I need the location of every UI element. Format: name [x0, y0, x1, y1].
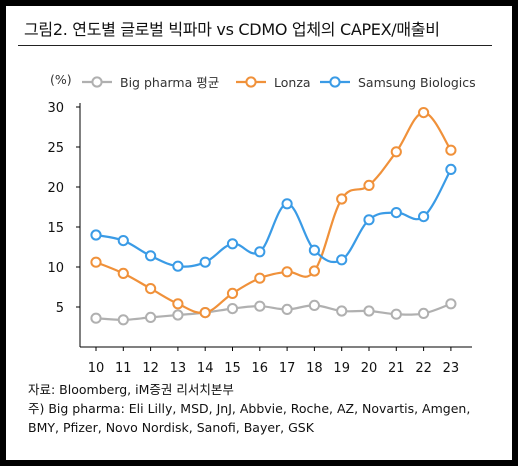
- data-point: [226, 303, 239, 315]
- data-point: [172, 309, 184, 321]
- y-tick-label: 15: [47, 221, 64, 236]
- data-point: [418, 107, 430, 119]
- legend-label: Samsung Biologics: [358, 75, 476, 90]
- data-point: [390, 146, 402, 158]
- footnote-line-1: 주) Big pharma: Eli Lilly, MSD, JnJ, Abbv…: [28, 401, 471, 416]
- source-note: 자료: Bloomberg, iM증권 리서치본부: [28, 382, 234, 397]
- data-point: [254, 246, 266, 258]
- legend-label: Lonza: [274, 75, 311, 90]
- x-tick-label: 16: [252, 361, 269, 376]
- data-point: [281, 198, 293, 210]
- legend-label: Big pharma 평균: [120, 75, 219, 90]
- data-point: [281, 303, 293, 315]
- data-point: [281, 266, 293, 278]
- data-point: [363, 179, 375, 191]
- x-tick-label: 17: [279, 361, 296, 376]
- data-point: [445, 163, 457, 175]
- data-point: [199, 256, 211, 268]
- y-tick-label: 20: [47, 181, 64, 196]
- data-point: [90, 256, 102, 268]
- y-tick-label: 25: [47, 141, 64, 156]
- x-tick-label: 10: [88, 361, 105, 376]
- data-point: [226, 238, 239, 250]
- x-tick-label: 12: [142, 361, 159, 376]
- data-point: [145, 283, 157, 295]
- data-point: [254, 300, 266, 312]
- y-tick-label: 30: [47, 101, 64, 116]
- data-point: [172, 260, 184, 272]
- footnote-line-2: BMY, Pfizer, Novo Nordisk, Sanofi, Bayer…: [28, 420, 314, 435]
- data-point: [390, 308, 402, 320]
- chart-notes: 자료: Bloomberg, iM증권 리서치본부 주) Big pharma:…: [28, 380, 498, 437]
- data-point: [363, 214, 375, 226]
- data-point: [336, 193, 348, 205]
- legend-marker: [245, 76, 257, 88]
- data-point: [390, 207, 402, 219]
- data-point: [308, 244, 320, 256]
- data-point: [336, 254, 348, 266]
- data-point: [90, 229, 102, 241]
- y-tick-label: 10: [47, 261, 64, 276]
- data-point: [418, 211, 430, 223]
- y-tick-label: 5: [56, 301, 64, 316]
- data-point: [145, 250, 157, 262]
- x-tick-label: 13: [170, 361, 187, 376]
- data-point: [226, 287, 239, 299]
- data-point: [117, 267, 129, 279]
- x-tick-label: 22: [415, 361, 432, 376]
- data-point: [199, 307, 211, 319]
- data-point: [172, 298, 184, 310]
- x-tick-label: 18: [306, 361, 323, 376]
- legend-marker: [91, 76, 103, 88]
- data-point: [117, 314, 129, 326]
- x-tick-label: 23: [443, 361, 460, 376]
- x-tick-label: 14: [197, 361, 214, 376]
- data-point: [418, 307, 430, 319]
- y-unit-label: (%): [50, 72, 72, 87]
- chart-title: 그림2. 연도별 글로벌 빅파마 vs CDMO 업체의 CAPEX/매출비: [24, 20, 440, 39]
- data-point: [445, 144, 457, 156]
- legend-marker: [329, 76, 341, 88]
- x-tick-label: 20: [361, 361, 378, 376]
- data-point: [308, 265, 320, 277]
- title-divider: [18, 45, 492, 46]
- data-point: [117, 235, 129, 247]
- data-point: [363, 305, 375, 317]
- x-tick-label: 19: [333, 361, 350, 376]
- data-point: [445, 298, 457, 310]
- data-point: [145, 311, 157, 323]
- line-chart: (%) 5 10 15 20 25 30 10 11 12 13 14 15 16 17 18 19 20 21 22…: [47, 72, 476, 376]
- x-tick-label: 15: [224, 361, 241, 376]
- x-tick-label: 11: [115, 361, 132, 376]
- data-point: [308, 299, 320, 311]
- x-tick-label: 21: [388, 361, 405, 376]
- data-point: [254, 272, 266, 284]
- data-point: [90, 312, 102, 324]
- data-point: [336, 305, 348, 317]
